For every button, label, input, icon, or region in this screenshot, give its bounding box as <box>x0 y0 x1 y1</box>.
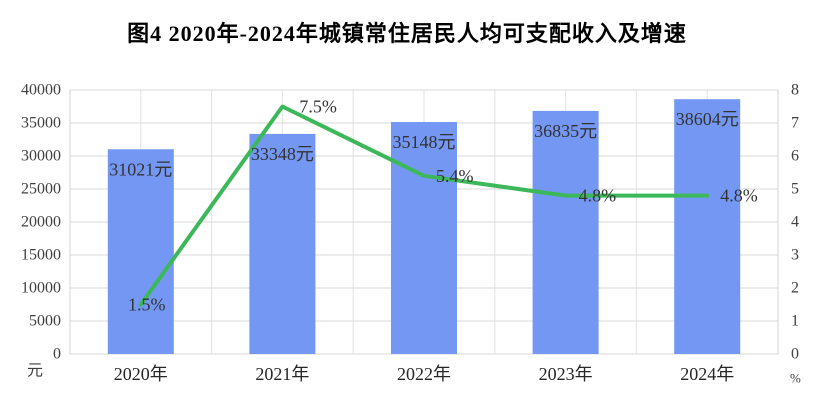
line-label-2022年: 5.4% <box>436 166 474 186</box>
right-axis-tick-1: 1 <box>791 313 799 330</box>
right-axis-tick-7: 7 <box>791 115 799 132</box>
right-axis-tick-8: 8 <box>791 82 799 99</box>
right-axis-tick-4: 4 <box>791 214 799 231</box>
bar-label-2024年: 38604元 <box>676 109 739 129</box>
category-label-2020年: 2020年 <box>114 364 168 384</box>
category-label-2023年: 2023年 <box>539 364 593 384</box>
right-axis-tick-2: 2 <box>791 280 799 297</box>
left-axis-tick-0: 0 <box>53 346 61 363</box>
left-axis-tick-10000: 10000 <box>21 280 61 297</box>
left-axis-tick-40000: 40000 <box>21 82 61 99</box>
bar-label-2023年: 36835元 <box>534 121 597 141</box>
right-axis-tick-6: 6 <box>791 148 799 165</box>
right-axis-unit-label: % <box>790 371 801 386</box>
left-axis-tick-20000: 20000 <box>21 214 61 231</box>
right-axis-tick-3: 3 <box>791 247 799 264</box>
right-axis-tick-5: 5 <box>791 181 799 198</box>
left-axis-tick-5000: 5000 <box>29 313 61 330</box>
chart-title: 图4 2020年-2024年城镇常住居民人均可支配收入及增速 <box>127 21 687 46</box>
right-axis-tick-0: 0 <box>791 346 799 363</box>
bar-2024年 <box>674 99 741 355</box>
growth-line <box>138 104 710 307</box>
category-label-2021年: 2021年 <box>255 364 309 384</box>
bar-2022年 <box>391 122 457 355</box>
line-label-2020年: 1.5% <box>128 295 166 315</box>
bar-label-2021年: 33348元 <box>251 144 314 164</box>
bar-2020年 <box>107 149 174 354</box>
bar-label-2022年: 35148元 <box>393 132 456 152</box>
bar-label-2020年: 31021元 <box>109 159 172 179</box>
bar-2021年 <box>249 133 316 354</box>
left-axis-unit-label: 元 <box>27 363 43 380</box>
category-label-2022年: 2022年 <box>397 364 451 384</box>
left-axis-tick-25000: 25000 <box>21 181 61 198</box>
bar-2023年 <box>532 110 599 354</box>
left-axis-tick-30000: 30000 <box>21 148 61 165</box>
category-label-2024年: 2024年 <box>680 364 734 384</box>
line-label-2021年: 7.5% <box>299 97 337 117</box>
line-label-2023年: 4.8% <box>579 186 617 206</box>
left-axis-tick-15000: 15000 <box>21 247 61 264</box>
left-axis-tick-35000: 35000 <box>21 115 61 132</box>
line-label-2024年: 4.8% <box>720 186 758 206</box>
